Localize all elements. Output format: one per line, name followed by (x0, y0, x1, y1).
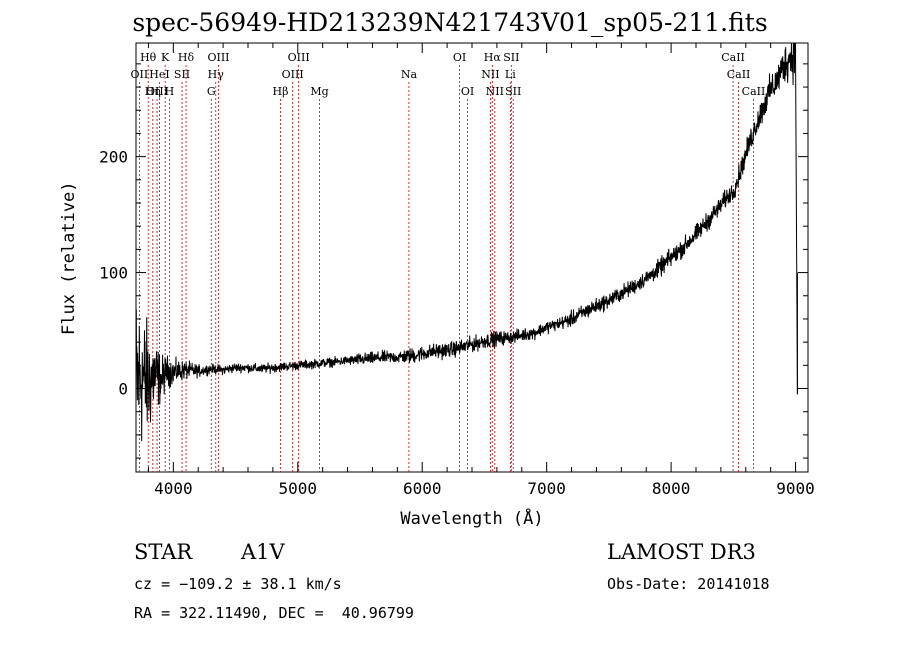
y-tick-label: 0 (118, 380, 128, 399)
line-marker-label: CaII (742, 85, 766, 98)
line-marker-label: Na (401, 68, 418, 81)
y-tick-label: 200 (99, 148, 128, 167)
x-tick-label: 6000 (403, 479, 442, 498)
line-marker-label: OII (131, 68, 149, 81)
y-tick-label: 100 (99, 264, 128, 283)
line-marker-label: K (161, 51, 170, 64)
tick-labels: 4000 5000 6000 7000 8000 9000 0 100 200 (99, 148, 815, 498)
coordinates: RA = 322.11490, DEC = 40.96799 (134, 604, 414, 622)
axis-ticks (136, 43, 808, 472)
line-marker-label: OI (461, 85, 474, 98)
line-marker-label: OIII (146, 85, 168, 98)
line-marker-label: Hη (145, 85, 161, 98)
line-marker-label: SII (503, 51, 519, 64)
line-marker-label: OIII (282, 68, 304, 81)
line-marker-label: H (165, 85, 175, 98)
x-axis-label: Wavelength (Å) (400, 509, 544, 529)
line-marker-label: CaII (727, 68, 751, 81)
line-marker-label: Hβ (273, 85, 289, 98)
x-tick-label: 7000 (527, 479, 566, 498)
spectrum-line (135, 42, 798, 442)
line-marker-label: SII (505, 85, 521, 98)
line-marker-label: HeI (149, 68, 169, 81)
x-tick-label: 9000 (776, 479, 815, 498)
line-marker-label: OIII (207, 51, 229, 64)
line-marker-label: CaII (721, 51, 745, 64)
chart-title: spec-56949-HD213239N421743V01_sp05-211.f… (132, 8, 768, 37)
survey-name: LAMOST DR3 (607, 540, 756, 564)
line-marker-label: G (207, 85, 216, 98)
line-marker-label: Mg (310, 85, 328, 98)
line-marker-label: NII (481, 68, 499, 81)
x-tick-label: 4000 (154, 479, 193, 498)
line-marker-label: Li (505, 68, 516, 81)
line-marker-label: Hθ (140, 51, 157, 64)
line-marker-label: Hδ (178, 51, 195, 64)
x-tick-label: 8000 (652, 479, 691, 498)
object-class: STAR (134, 540, 193, 564)
line-marker-label: NII (486, 85, 504, 98)
plot-frame (135, 42, 809, 473)
line-marker-label: OI (453, 51, 466, 64)
line-marker-label: Hγ (208, 68, 225, 81)
y-axis-label: Flux (relative) (59, 181, 79, 335)
obs-date: Obs-Date: 20141018 (607, 575, 770, 593)
redshift-info: cz = −109.2 ± 38.1 km/s (134, 575, 342, 593)
line-marker-label: SII (174, 68, 190, 81)
x-tick-label: 5000 (279, 479, 318, 498)
line-marker-label: OIII (288, 51, 310, 64)
object-subclass: A1V (241, 540, 285, 564)
line-marker-label: Hα (484, 51, 502, 64)
